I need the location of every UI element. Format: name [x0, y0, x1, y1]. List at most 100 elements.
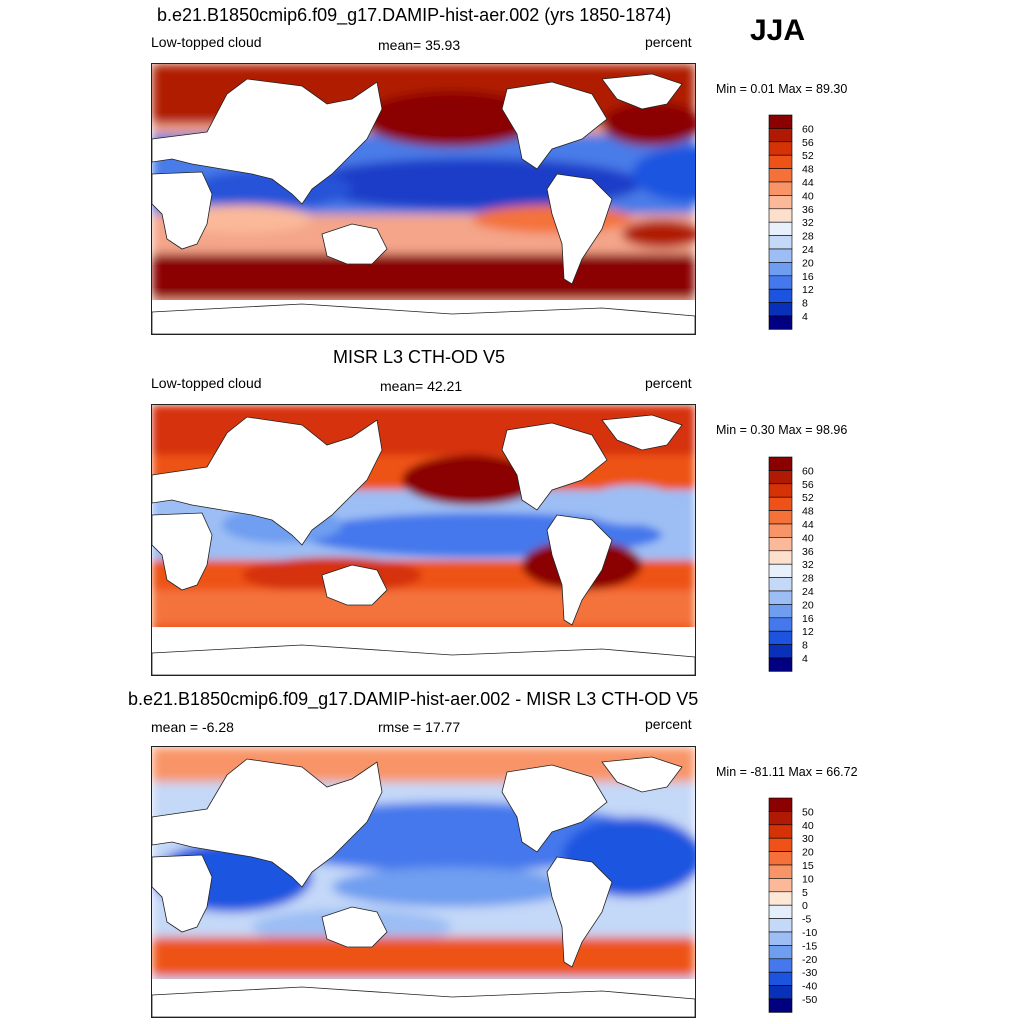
colorbar-tick-label: -50 [802, 994, 817, 1006]
colorbar-swatch [768, 262, 793, 277]
colorbar-swatch [768, 891, 793, 906]
colorbar-swatch [768, 523, 793, 538]
colorbar-tick-label: 30 [802, 833, 814, 845]
colorbar-tick-label: 56 [802, 479, 814, 491]
colorbar-swatch [768, 235, 793, 250]
mean-label-diff: mean = -6.28 [151, 719, 234, 735]
colorbar-tick-label: 4 [802, 311, 808, 323]
colorbar-swatch [768, 288, 793, 303]
colorbar-tick-label: 28 [802, 231, 814, 243]
colorbar-swatch [768, 918, 793, 933]
panel-title-diff: b.e21.B1850cmip6.f09_g17.DAMIP-hist-aer.… [128, 689, 699, 709]
colorbar-tick-label: 60 [802, 465, 814, 477]
colorbar-tick-label: 12 [802, 284, 814, 296]
map-obs [151, 404, 696, 676]
colorbar-swatch [768, 577, 793, 592]
colorbar-swatch [768, 630, 793, 645]
units-label-model: percent [645, 34, 692, 50]
colorbar-tick-label: 8 [802, 640, 808, 652]
colorbar-tick-label: 0 [802, 900, 808, 912]
colorbar-swatch [768, 864, 793, 879]
season-label: JJA [750, 14, 806, 47]
colorbar-tick-label: -20 [802, 954, 817, 966]
colorbar-swatch [768, 985, 793, 1000]
colorbar-swatch [768, 483, 793, 498]
colorbar-tick-label: 56 [802, 137, 814, 149]
colorbar-swatch [768, 195, 793, 210]
colorbar-tick-label: 40 [802, 190, 814, 202]
panel-title-obs: MISR L3 CTH-OD V5 [333, 347, 506, 367]
colorbar-swatch [768, 945, 793, 960]
colorbar-tick-label: 40 [802, 532, 814, 544]
colorbar-swatch [768, 315, 793, 330]
colorbar-swatch [768, 456, 793, 471]
colorbar-swatch [768, 563, 793, 578]
colorbar-tick-label: 50 [802, 806, 814, 818]
colorbar-swatch [768, 604, 793, 619]
colorbar-tick-label: 5 [802, 887, 808, 899]
colorbar-swatch [768, 114, 793, 129]
colorbar-swatch [768, 657, 793, 672]
colorbar-tick-label: 10 [802, 873, 814, 885]
colorbar-model: 60 56 52 48 44 40 36 32 28 24 20 16 12 8 4 [768, 114, 879, 330]
colorbar-swatch [768, 998, 793, 1013]
colorbar-tick-label: -30 [802, 967, 817, 979]
colorbar-tick-label: 52 [802, 492, 814, 504]
colorbar-swatch [768, 931, 793, 946]
colorbar-tick-label: 15 [802, 860, 814, 872]
colorbar-tick-label: 20 [802, 599, 814, 611]
colorbar-tick-label: 4 [802, 653, 808, 665]
colorbar-swatch [768, 168, 793, 183]
colorbar-swatch [768, 248, 793, 263]
colorbar-swatch [768, 181, 793, 196]
colorbar-swatch [768, 590, 793, 605]
map-diff [151, 746, 696, 1018]
mean-label-model: mean= 35.93 [378, 37, 461, 53]
colorbar-swatch [768, 141, 793, 156]
colorbar-tick-label: 20 [802, 257, 814, 269]
colorbar-swatch [768, 824, 793, 839]
colorbar-tick-label: -40 [802, 981, 817, 993]
colorbar-tick-label: 20 [802, 847, 814, 859]
colorbar-tick-label: 24 [802, 586, 814, 598]
colorbar-tick-label: 48 [802, 506, 814, 518]
colorbar-tick-label: -10 [802, 927, 817, 939]
colorbar-swatch [768, 154, 793, 169]
colorbar-swatch [768, 971, 793, 986]
colorbar-tick-label: 32 [802, 559, 814, 571]
units-label-obs: percent [645, 375, 692, 391]
colorbar-tick-label: 52 [802, 150, 814, 162]
colorbar-swatch [768, 550, 793, 565]
colorbar-tick-label: 48 [802, 164, 814, 176]
map-model [151, 63, 696, 335]
colorbar-tick-label: 40 [802, 820, 814, 832]
panel-title-model: b.e21.B1850cmip6.f09_g17.DAMIP-hist-aer.… [157, 5, 672, 25]
variable-label-model: Low-topped cloud [151, 34, 262, 50]
colorbar-swatch [768, 837, 793, 852]
colorbar-swatch [768, 958, 793, 973]
colorbar-swatch [768, 470, 793, 485]
mean-label-obs: mean= 42.21 [380, 378, 463, 394]
colorbar-tick-label: 16 [802, 613, 814, 625]
minmax-label-diff: Min = -81.11 Max = 66.72 [716, 765, 858, 779]
colorbar-swatch [768, 878, 793, 893]
colorbar-tick-label: 16 [802, 271, 814, 283]
colorbar-tick-label: -15 [802, 940, 817, 952]
colorbar-swatch [768, 128, 793, 143]
colorbar-swatch [768, 275, 793, 290]
colorbar-tick-label: 60 [802, 123, 814, 135]
colorbar-swatch [768, 644, 793, 659]
colorbar-swatch [768, 208, 793, 223]
colorbar-tick-label: 44 [802, 519, 814, 531]
colorbar-swatch [768, 617, 793, 632]
colorbar-swatch [768, 904, 793, 919]
colorbar-swatch [768, 302, 793, 317]
colorbar-tick-label: 36 [802, 546, 814, 558]
colorbar-swatch [768, 537, 793, 552]
colorbar-tick-label: 32 [802, 217, 814, 229]
colorbar-swatch [768, 851, 793, 866]
colorbar-swatch [768, 496, 793, 511]
rmse-label-diff: rmse = 17.77 [378, 719, 461, 735]
colorbar-swatch [768, 797, 793, 812]
variable-label-obs: Low-topped cloud [151, 375, 262, 391]
